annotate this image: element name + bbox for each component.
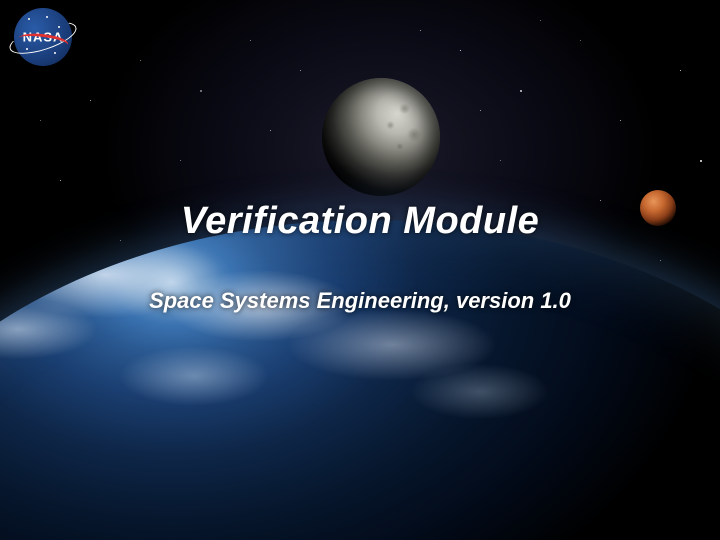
- earth: [0, 220, 720, 540]
- nasa-logo-circle: NASA: [14, 8, 72, 66]
- star: [580, 40, 581, 41]
- star: [250, 40, 251, 41]
- star: [460, 50, 461, 51]
- star: [40, 120, 41, 121]
- nasa-logo: NASA: [14, 8, 84, 66]
- star: [300, 70, 301, 71]
- moon: [322, 78, 440, 196]
- star: [520, 90, 522, 92]
- star: [660, 260, 661, 261]
- star: [680, 70, 681, 71]
- star: [180, 160, 181, 161]
- slide-subtitle: Space Systems Engineering, version 1.0: [0, 288, 720, 314]
- star: [140, 60, 141, 61]
- star: [200, 90, 202, 92]
- slide: NASA Verification Module Space Systems E…: [0, 0, 720, 540]
- star: [90, 100, 91, 101]
- star: [480, 110, 481, 111]
- star: [420, 30, 421, 31]
- star: [270, 130, 271, 131]
- nasa-logo-swoosh: [18, 34, 68, 44]
- star: [500, 160, 501, 161]
- star: [540, 20, 541, 21]
- star: [700, 160, 702, 162]
- slide-title: Verification Module: [0, 200, 720, 243]
- star: [60, 180, 61, 181]
- star: [620, 120, 621, 121]
